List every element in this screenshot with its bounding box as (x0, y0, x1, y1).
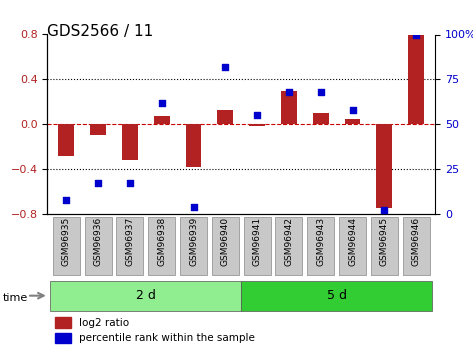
FancyBboxPatch shape (339, 217, 366, 275)
Text: GSM96944: GSM96944 (348, 217, 357, 266)
Point (95, 181, 102, 186)
FancyBboxPatch shape (275, 217, 302, 275)
FancyBboxPatch shape (148, 217, 175, 275)
Text: log2 ratio: log2 ratio (79, 318, 130, 328)
Point (221, 64, 229, 70)
Text: GDS2566 / 11: GDS2566 / 11 (47, 24, 154, 39)
Point (349, 107, 356, 112)
Text: GSM96940: GSM96940 (221, 217, 230, 266)
Bar (281, 90, 297, 124)
FancyBboxPatch shape (371, 217, 398, 275)
Bar (218, 110, 233, 124)
Point (285, 89, 293, 95)
FancyBboxPatch shape (212, 217, 239, 275)
Bar (90, 124, 106, 135)
FancyBboxPatch shape (85, 217, 112, 275)
Text: 2 d: 2 d (136, 289, 156, 302)
Point (158, 100, 166, 106)
Text: GSM96943: GSM96943 (316, 217, 325, 266)
Bar (55, 333, 71, 344)
Bar (59, 124, 74, 156)
Point (190, 204, 197, 209)
Bar (185, 124, 201, 167)
Bar (377, 124, 392, 208)
FancyBboxPatch shape (180, 217, 207, 275)
Point (380, 208, 388, 213)
Bar (55, 317, 71, 328)
Text: GSM96946: GSM96946 (412, 217, 420, 266)
Text: time: time (2, 294, 27, 303)
Bar (313, 113, 329, 124)
Text: GSM96939: GSM96939 (189, 217, 198, 266)
FancyBboxPatch shape (403, 217, 429, 275)
Text: GSM96942: GSM96942 (284, 217, 293, 266)
Bar (344, 119, 360, 124)
FancyBboxPatch shape (51, 281, 241, 310)
Bar (122, 124, 138, 160)
Text: percentile rank within the sample: percentile rank within the sample (79, 333, 255, 343)
Point (317, 89, 324, 95)
Text: GSM96937: GSM96937 (125, 217, 134, 266)
FancyBboxPatch shape (53, 217, 80, 275)
Text: GSM96938: GSM96938 (157, 217, 166, 266)
Point (62, 197, 70, 202)
Bar (249, 124, 265, 126)
Text: GSM96935: GSM96935 (62, 217, 71, 266)
FancyBboxPatch shape (241, 281, 432, 310)
Text: 5 d: 5 d (326, 289, 347, 302)
Text: GSM96945: GSM96945 (380, 217, 389, 266)
Point (412, 32, 420, 37)
FancyBboxPatch shape (116, 217, 143, 275)
Point (126, 181, 134, 186)
Bar (154, 116, 170, 124)
Text: GSM96936: GSM96936 (94, 217, 103, 266)
FancyBboxPatch shape (244, 217, 271, 275)
FancyBboxPatch shape (307, 217, 334, 275)
Text: GSM96941: GSM96941 (253, 217, 262, 266)
Bar (408, 34, 424, 124)
Point (254, 112, 261, 118)
